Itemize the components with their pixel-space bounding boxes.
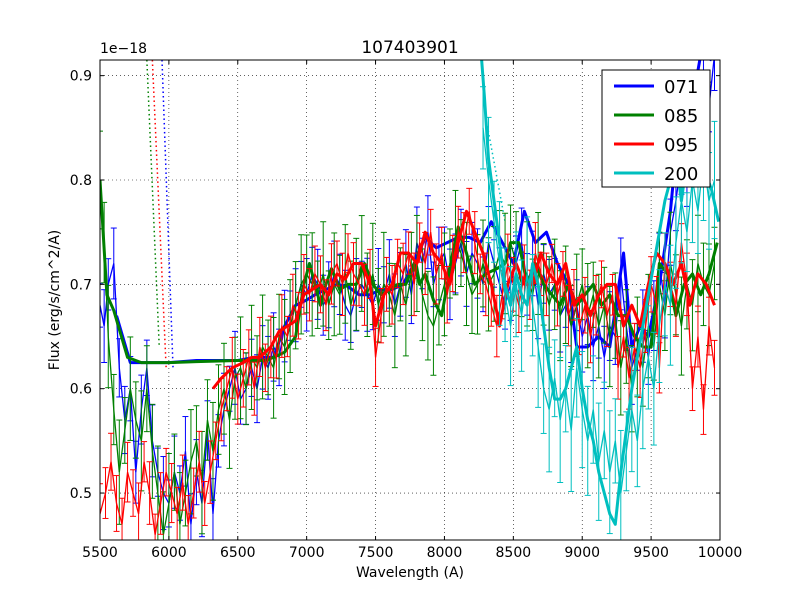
y-axis-label: Flux (erg/s/cm^2/A)	[47, 230, 63, 370]
extrapolation-line	[146, 60, 160, 347]
x-tick-label: 7500	[358, 545, 394, 561]
chart-title: 107403901	[361, 38, 458, 58]
x-tick-label: 10000	[698, 545, 743, 561]
legend-label-095: 095	[664, 135, 698, 156]
plot-frame	[99, 59, 721, 541]
legend: 071 085 095 200	[601, 69, 711, 188]
x-tick-label: 6500	[220, 545, 256, 561]
x-tick-label: 6000	[151, 545, 187, 561]
y-tick-label: 0.6	[70, 382, 92, 398]
x-axis-label: Wavelength (A)	[356, 565, 464, 581]
x-tick-label: 9500	[633, 545, 669, 561]
x-tick-label: 9000	[564, 545, 600, 561]
extrapolation-line	[151, 60, 167, 368]
y-tick-label: 0.9	[70, 69, 92, 85]
legend-label-085: 085	[664, 106, 698, 127]
extrapolation-line	[161, 60, 174, 368]
legend-label-071: 071	[664, 77, 698, 98]
x-tick-label: 8500	[496, 545, 532, 561]
legend-label-200: 200	[664, 164, 698, 185]
series-095-line	[211, 209, 716, 390]
y-offset-label: 1e−18	[100, 41, 147, 57]
y-tick-label: 0.8	[70, 173, 92, 189]
series-layer	[100, 60, 720, 540]
y-tick-label: 0.5	[70, 486, 92, 502]
x-tick-label: 5500	[82, 545, 118, 561]
x-tick-label: 7000	[289, 545, 325, 561]
series-200-raw-line	[482, 127, 716, 494]
axis-ticks: 5500 6000 6500 7000 7500 8000 8500 9000 9500 1000…	[70, 60, 743, 561]
x-tick-label: 8000	[427, 545, 463, 561]
legend-box	[601, 69, 711, 188]
y-tick-label: 0.7	[70, 277, 92, 293]
